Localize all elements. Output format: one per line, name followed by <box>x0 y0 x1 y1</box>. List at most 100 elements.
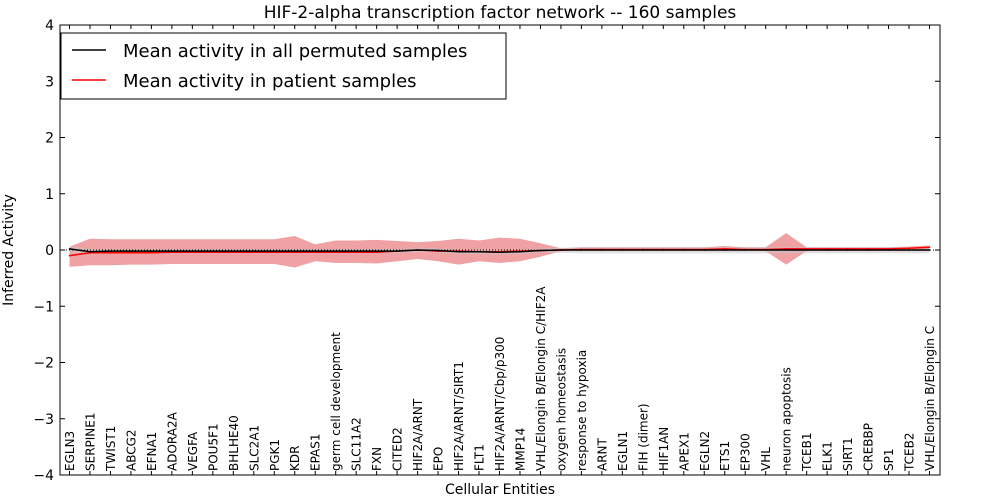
data-point <box>89 250 91 253</box>
x-tick-label: CITED2 <box>391 427 405 471</box>
data-point <box>150 252 153 254</box>
data-point <box>908 247 910 250</box>
data-point <box>457 250 460 253</box>
data-point <box>232 250 235 252</box>
data-point <box>539 249 542 252</box>
data-point <box>355 250 357 252</box>
x-tick-label: TWIST1 <box>104 426 118 472</box>
x-tick-label: FXN <box>370 447 384 471</box>
x-tick-label: TCEB2 <box>903 433 917 472</box>
data-point <box>928 246 931 248</box>
legend-box <box>60 32 507 100</box>
x-tick-label: ELK1 <box>821 441 835 471</box>
x-tick-label: PGK1 <box>268 439 282 471</box>
x-axis: EGLN3 SERPINE1 TWIST1 ABCG2 EFNA1 ADORA2A VEGF… <box>63 25 937 475</box>
x-tick-label: EP300 <box>739 433 753 471</box>
x-tick-label: EGLN2 <box>698 431 712 471</box>
data-point <box>580 249 583 251</box>
data-point <box>314 250 317 252</box>
data-point <box>109 252 112 254</box>
legend-label-permuted: Mean activity in all permuted samples <box>123 41 467 62</box>
data-point <box>375 250 378 252</box>
x-tick-label: TCEB1 <box>800 433 814 472</box>
y-tick-label: 4 <box>45 18 54 34</box>
x-tick-label: ARNT <box>595 437 609 471</box>
data-point <box>682 249 685 251</box>
x-tick-label: EPO <box>432 447 446 471</box>
x-tick-label: CREBBP <box>862 423 876 471</box>
data-point <box>171 250 173 252</box>
data-point <box>703 249 706 251</box>
data-point <box>396 250 398 252</box>
x-tick-label: HIF2A/ARNT <box>411 398 425 471</box>
data-point <box>642 249 644 251</box>
x-tick-label: SLC2A1 <box>247 425 261 471</box>
x-tick-label: VEGFA <box>186 431 200 471</box>
x-tick-label: SIRT1 <box>841 437 855 471</box>
data-point <box>785 249 787 251</box>
data-point <box>764 249 767 251</box>
x-tick-label: VHL/Elongin B/Elongin C/HIF2A <box>534 286 548 471</box>
x-tick-label: EPAS1 <box>309 433 323 471</box>
x-tick-label: HIF2A/ARNT/Cbp/p300 <box>493 337 507 471</box>
data-point <box>478 250 480 253</box>
x-tick-label: neuron apoptosis <box>780 367 794 471</box>
data-point <box>928 249 931 251</box>
data-point <box>846 249 849 251</box>
x-tick-label: FLT1 <box>473 444 487 471</box>
x-tick-label: ABCG2 <box>124 429 138 471</box>
data-point <box>252 250 255 252</box>
x-tick-label: MMP14 <box>513 428 527 471</box>
y-tick-label: 2 <box>45 131 54 147</box>
x-tick-label: KDR <box>288 446 302 471</box>
data-point <box>130 250 132 252</box>
legend: Mean activity in all permuted samples Me… <box>60 32 507 100</box>
x-tick-label: VHL/Elongin B/Elongin C <box>923 326 937 471</box>
y-tick-label: −3 <box>33 412 54 428</box>
x-tick-label: BHLHE40 <box>227 415 241 471</box>
y-tick-label: −2 <box>33 356 54 372</box>
data-point <box>273 250 276 252</box>
data-point <box>908 249 910 251</box>
data-point <box>68 254 71 257</box>
data-point <box>334 250 337 252</box>
data-point <box>416 249 419 251</box>
x-tick-label: ADORA2A <box>165 411 179 471</box>
y-axis: −4 −3 −2 −1 0 1 2 3 4 <box>33 18 940 484</box>
data-point <box>519 250 521 253</box>
data-point <box>293 250 296 252</box>
data-point <box>887 249 890 251</box>
data-point <box>437 249 439 252</box>
data-point <box>826 249 828 251</box>
x-tick-label: APEX1 <box>677 432 691 471</box>
x-tick-label: HIF1AN <box>657 427 671 471</box>
x-tick-label: FIH (dimer) <box>636 403 650 471</box>
data-point <box>621 249 624 251</box>
data-point <box>191 250 194 252</box>
chart-title: HIF-2-alpha transcription factor network… <box>264 3 737 23</box>
x-axis-label: Cellular Entities <box>445 482 555 498</box>
x-tick-label: germ cell development <box>329 332 343 471</box>
data-point <box>498 251 501 254</box>
y-tick-label: −4 <box>33 468 54 484</box>
x-tick-label: EFNA1 <box>145 432 159 471</box>
x-tick-label: response to hypoxia <box>575 350 589 471</box>
x-tick-label: EGLN3 <box>63 431 77 471</box>
y-axis-label: Inferred Activity <box>1 194 17 306</box>
data-point <box>130 252 132 254</box>
y-tick-label: 1 <box>45 187 54 203</box>
data-point <box>867 249 869 251</box>
data-point <box>662 249 665 251</box>
data-point <box>744 249 747 251</box>
data-point <box>805 249 808 251</box>
x-tick-label: SERPINE1 <box>83 412 97 471</box>
data-point <box>109 250 112 252</box>
x-tick-label: SP1 <box>882 449 896 472</box>
legend-label-patient: Mean activity in patient samples <box>123 71 417 92</box>
data-point <box>601 249 603 251</box>
lines-layer <box>68 246 931 257</box>
x-tick-label: ETS1 <box>718 441 732 471</box>
x-tick-label: oxygen homeostasis <box>554 348 568 471</box>
y-tick-label: 0 <box>45 243 54 259</box>
